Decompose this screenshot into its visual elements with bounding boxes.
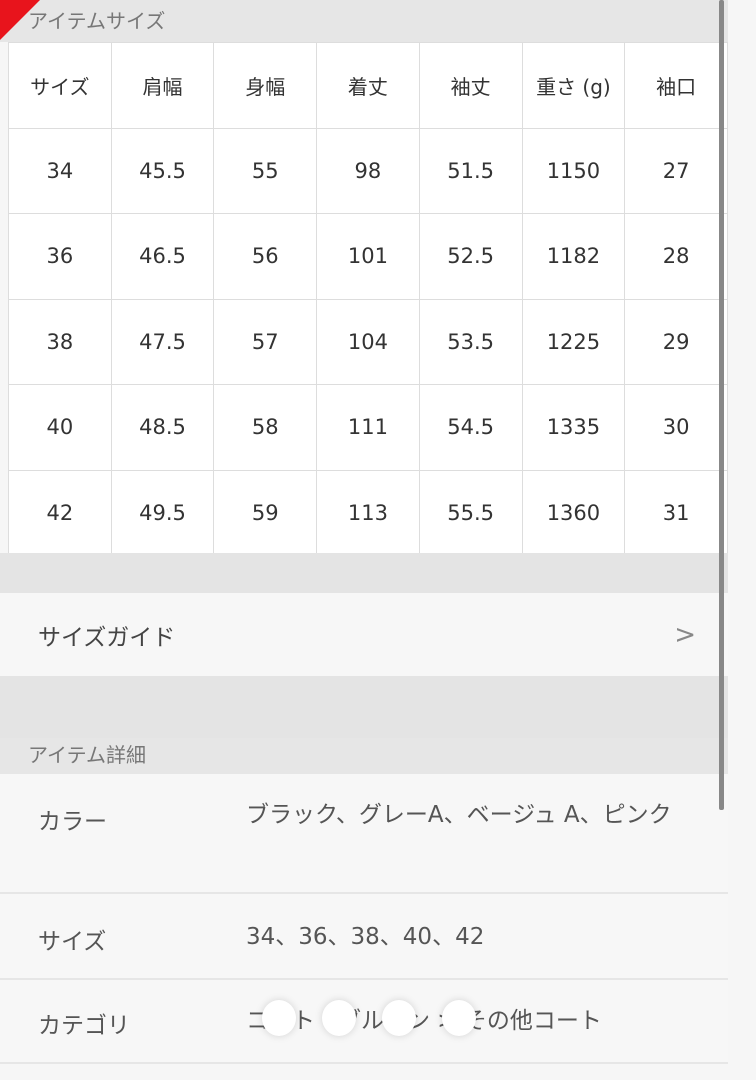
table-cell: 56 (213, 213, 318, 300)
table-cell: 1225 (521, 298, 626, 385)
table-cell: 42 (8, 469, 112, 556)
table-cell: 58 (213, 384, 318, 471)
table-cell: 111 (316, 384, 420, 471)
table-cell: 36 (8, 213, 112, 300)
table-cell: 98 (316, 127, 420, 214)
divider-band (0, 676, 728, 740)
table-cell: 52.5 (418, 213, 523, 300)
table-cell: 54.5 (418, 384, 523, 471)
column-header: 袖丈 (418, 42, 523, 129)
table-cell: 40 (8, 384, 112, 471)
table-cell: 34 (8, 127, 112, 214)
table-cell: 29 (624, 298, 728, 385)
table-cell: 45.5 (110, 127, 215, 214)
table-row: 36 46.5 56 101 52.5 1182 28 (8, 213, 728, 300)
table-cell: 51.5 (418, 127, 523, 214)
column-header: 重さ (g) (521, 42, 626, 129)
table-cell: 28 (624, 213, 728, 300)
column-header: 肩幅 (110, 42, 215, 129)
table-row: 40 48.5 58 111 54.5 1335 30 (8, 384, 728, 471)
table-cell: 31 (624, 469, 728, 556)
detail-row-category: カテゴリ コート・ブルゾン > その他コート (0, 980, 728, 1064)
detail-key: カラー (38, 809, 107, 835)
chevron-right-icon: > (674, 619, 696, 650)
item-size-heading: アイテムサイズ (0, 0, 728, 42)
table-row: 38 47.5 57 104 53.5 1225 29 (8, 298, 728, 385)
table-cell: 1360 (521, 469, 626, 556)
overlay-dot (262, 1000, 296, 1036)
table-row: 34 45.5 55 98 51.5 1150 27 (8, 127, 728, 214)
table-cell: 113 (316, 469, 420, 556)
table-cell: 57 (213, 298, 318, 385)
detail-row-size: サイズ 34、36、38、40、42 (0, 894, 728, 980)
table-cell: 27 (624, 127, 728, 214)
table-cell: 1335 (521, 384, 626, 471)
scrollbar[interactable] (719, 0, 724, 810)
detail-value: ブラック、グレーA、ベージュ A、ピンク (246, 802, 672, 828)
column-header: 身幅 (213, 42, 318, 129)
divider-band (0, 553, 728, 593)
table-row: 42 49.5 59 113 55.5 1360 31 (8, 469, 728, 556)
detail-row-color: カラー ブラック、グレーA、ベージュ A、ピンク (0, 774, 728, 894)
table-cell: 49.5 (110, 469, 215, 556)
table-cell: 47.5 (110, 298, 215, 385)
detail-key: カテゴリ (38, 1013, 130, 1039)
size-guide-label: サイズガイド (38, 624, 176, 651)
table-cell: 53.5 (418, 298, 523, 385)
column-header: 着丈 (316, 42, 420, 129)
overlay-dot (322, 1000, 356, 1036)
size-table: サイズ 肩幅 身幅 着丈 袖丈 重さ (g) 袖口 34 45.5 55 98 51.5 1150 27… (8, 42, 728, 556)
item-details-heading: アイテム詳細 (0, 738, 728, 774)
table-cell: 104 (316, 298, 420, 385)
red-corner-badge (0, 0, 40, 40)
column-header: サイズ (8, 42, 112, 129)
table-cell: 30 (624, 384, 728, 471)
size-guide-link[interactable]: サイズガイド > (0, 593, 728, 676)
overlay-dot (442, 1000, 476, 1036)
category-link[interactable]: コート・ブルゾン > その他コート (246, 1008, 602, 1034)
table-cell: 55.5 (418, 469, 523, 556)
table-cell: 46.5 (110, 213, 215, 300)
overlay-dot (382, 1000, 416, 1036)
table-cell: 38 (8, 298, 112, 385)
table-cell: 1182 (521, 213, 626, 300)
detail-value: 34、36、38、40、42 (246, 924, 485, 950)
table-cell: 101 (316, 213, 420, 300)
column-header: 袖口 (624, 42, 728, 129)
table-cell: 55 (213, 127, 318, 214)
table-cell: 59 (213, 469, 318, 556)
table-cell: 1150 (521, 127, 626, 214)
table-cell: 48.5 (110, 384, 215, 471)
detail-key: サイズ (38, 929, 107, 955)
right-margin (728, 0, 756, 1080)
